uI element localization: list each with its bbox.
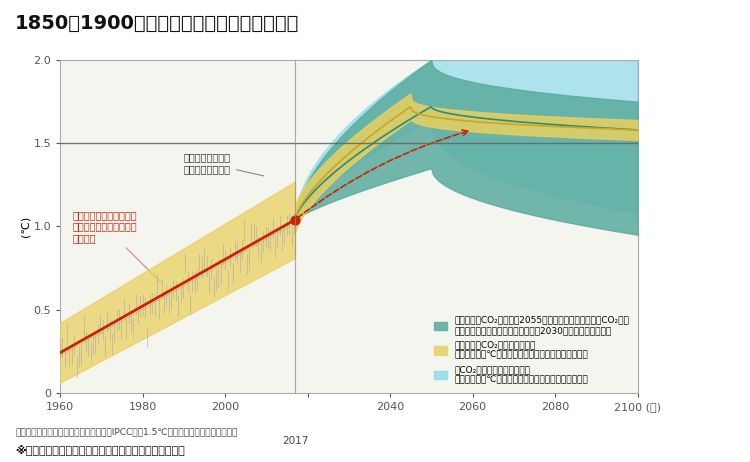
Text: 今日までに推定される人
為起源の昇温と可能性の
高い範囲: 今日までに推定される人 為起源の昇温と可能性の 高い範囲 [72,210,161,283]
Y-axis label: (℃): (℃) [20,216,31,237]
Legend: 世界全体のCO₂排出量は2055年に正味ゼロに達し、非CO₂（メ
タンやブラックカーボン等）排出は2030年以降減少する場合, より急速なCO₂削減によって、
: 世界全体のCO₂排出量は2055年に正味ゼロに達し、非CO₂（メ タンやブラック… [430,312,633,388]
Text: 2017: 2017 [282,436,308,446]
Text: ※出典　令和２年版環境・循環型社会・生物多様性白書: ※出典 令和２年版環境・循環型社会・生物多様性白書 [15,444,184,455]
Text: 1850～1900年を当準とした気温上昇の変化: 1850～1900年を当準とした気温上昇の変化 [15,14,299,33]
Text: 資料：気候変動に関する政府間パネル（IPCC）『1.5℃特別報告書』より環境省作成: 資料：気候変動に関する政府間パネル（IPCC）『1.5℃特別報告書』より環境省作… [15,427,237,436]
Text: 観測された月毎の
世界平均地上気温: 観測された月毎の 世界平均地上気温 [184,152,263,176]
Point [289,216,301,224]
